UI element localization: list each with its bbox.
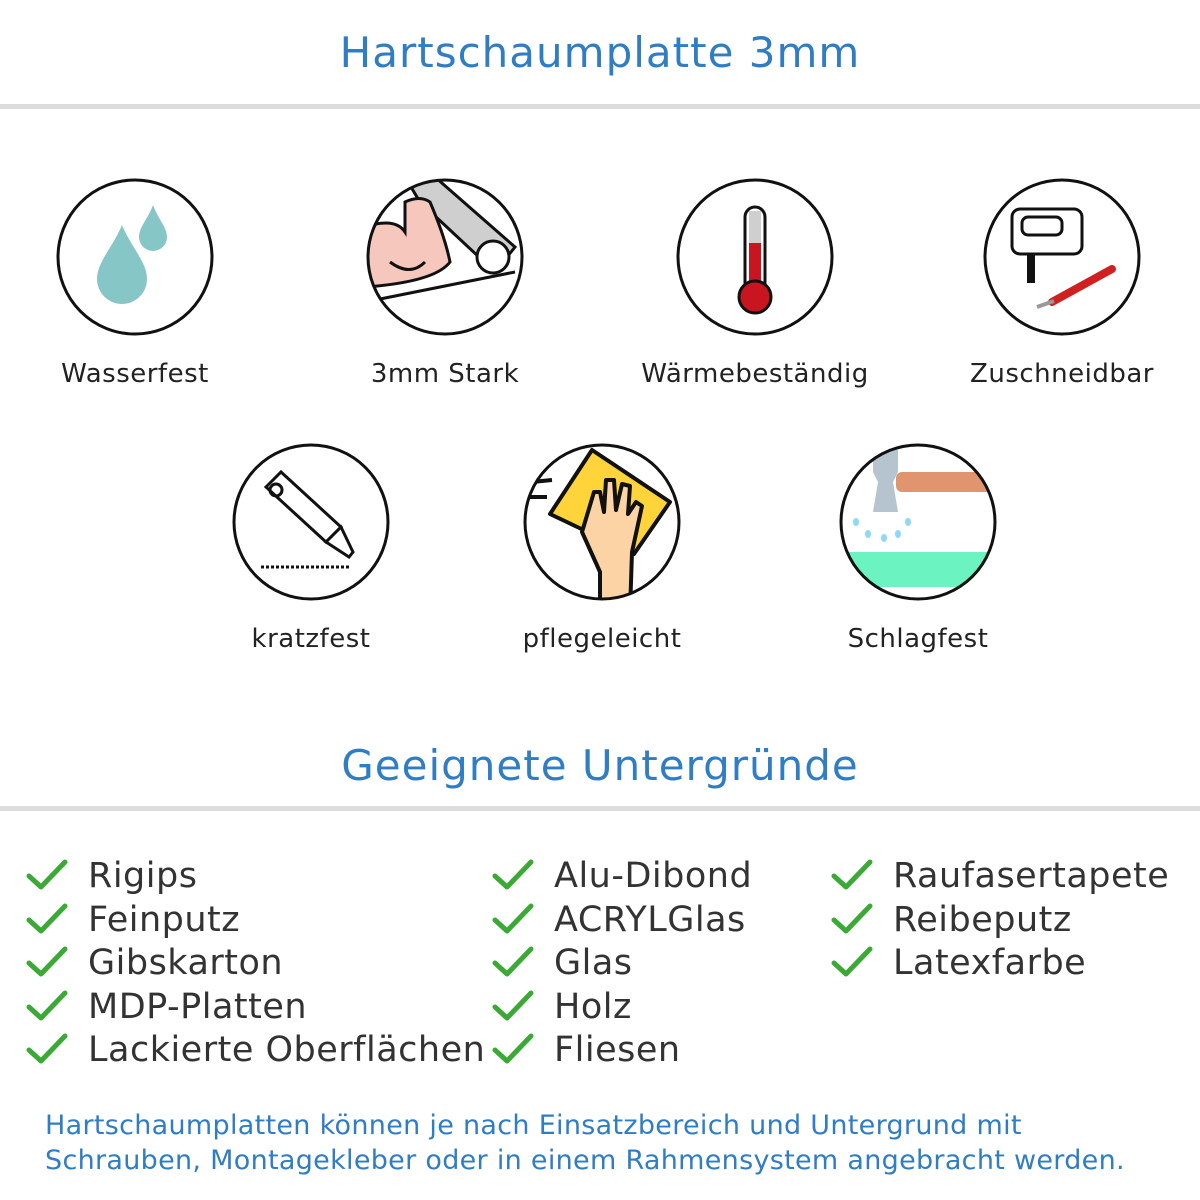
surface-label: Gibskarton <box>88 943 284 983</box>
footer-line-1: Hartschaumplatten können je nach Einsatz… <box>45 1110 1022 1141</box>
feature-label: kratzfest <box>251 624 371 654</box>
cutter-knife-icon <box>232 443 390 601</box>
water-drops-icon <box>56 178 214 336</box>
feature-label: Schlagfest <box>847 624 989 654</box>
surface-item: Rigips <box>26 856 198 896</box>
surface-item: Alu-Dibond <box>492 856 753 896</box>
surface-item: Latexfarbe <box>831 943 1087 983</box>
hand-sponge-icon <box>523 443 681 601</box>
surface-item: Lackierte Oberflächen <box>26 1030 486 1070</box>
feature-label: 3mm Stark <box>370 359 520 389</box>
checkmark-icon <box>26 946 68 977</box>
surface-label: Holz <box>554 986 632 1027</box>
surface-item: Feinputz <box>26 899 241 940</box>
page-title: Hartschaumplatte 3mm <box>339 28 861 77</box>
feature-label: pflegeleicht <box>522 624 682 654</box>
feature-kratzfest: kratzfest <box>161 442 461 654</box>
checkmark-icon <box>26 1033 68 1064</box>
surface-item: Reibeputz <box>831 899 1072 940</box>
surface-label: Alu-Dibond <box>554 856 753 896</box>
jigsaw-knife-icon <box>983 178 1141 336</box>
surface-label: Glas <box>554 943 633 983</box>
surface-label: Reibeputz <box>893 899 1072 940</box>
checkmark-icon <box>26 903 68 933</box>
surface-item: Holz <box>492 986 632 1027</box>
checkmark-icon <box>831 859 873 890</box>
feature-zuschneidbar: Zuschneidbar <box>912 177 1200 389</box>
checkmark-icon <box>492 946 534 977</box>
feature-label: Wärmebeständig <box>641 359 869 389</box>
checkmark-icon <box>492 859 534 890</box>
divider <box>0 806 1200 811</box>
surface-item: Glas <box>492 943 633 983</box>
feature-schlagfest: Schlagfest <box>768 442 1068 654</box>
feature-3mm-stark: 3mm Stark <box>295 177 595 389</box>
checkmark-icon <box>26 990 68 1020</box>
thermometer-icon <box>676 178 834 336</box>
feature-waermebestaendig: Wärmebeständig <box>605 177 905 389</box>
surface-label: Feinputz <box>88 899 241 940</box>
strong-arm-icon <box>366 178 524 336</box>
feature-wasserfest: Wasserfest <box>0 177 285 389</box>
surface-label: MDP-Platten <box>88 986 308 1027</box>
divider <box>0 104 1200 109</box>
checkmark-icon <box>26 859 68 890</box>
surface-label: Lackierte Oberflächen <box>88 1030 486 1070</box>
surface-label: Raufasertapete <box>893 856 1170 896</box>
surface-label: ACRYLGlas <box>554 899 746 940</box>
hammer-icon <box>839 443 997 601</box>
checkmark-icon <box>492 903 534 933</box>
surface-item: MDP-Platten <box>26 986 308 1027</box>
checkmark-icon <box>831 903 873 933</box>
feature-label: Zuschneidbar <box>970 359 1154 389</box>
surface-label: Rigips <box>88 856 198 896</box>
surface-item: ACRYLGlas <box>492 899 746 940</box>
surface-item: Raufasertapete <box>831 856 1170 896</box>
surface-item: Fliesen <box>492 1030 681 1070</box>
checkmark-icon <box>492 990 534 1020</box>
surface-item: Gibskarton <box>26 943 284 983</box>
section-title: Geeignete Untergründe <box>341 741 859 790</box>
feature-pflegeleicht: pflegeleicht <box>452 442 752 654</box>
checkmark-icon <box>492 1033 534 1064</box>
surface-label: Fliesen <box>554 1030 681 1070</box>
feature-label: Wasserfest <box>61 359 209 389</box>
checkmark-icon <box>831 946 873 977</box>
footer-line-2: Schrauben, Montagekleber oder in einem R… <box>45 1145 1125 1176</box>
surface-label: Latexfarbe <box>893 943 1087 983</box>
